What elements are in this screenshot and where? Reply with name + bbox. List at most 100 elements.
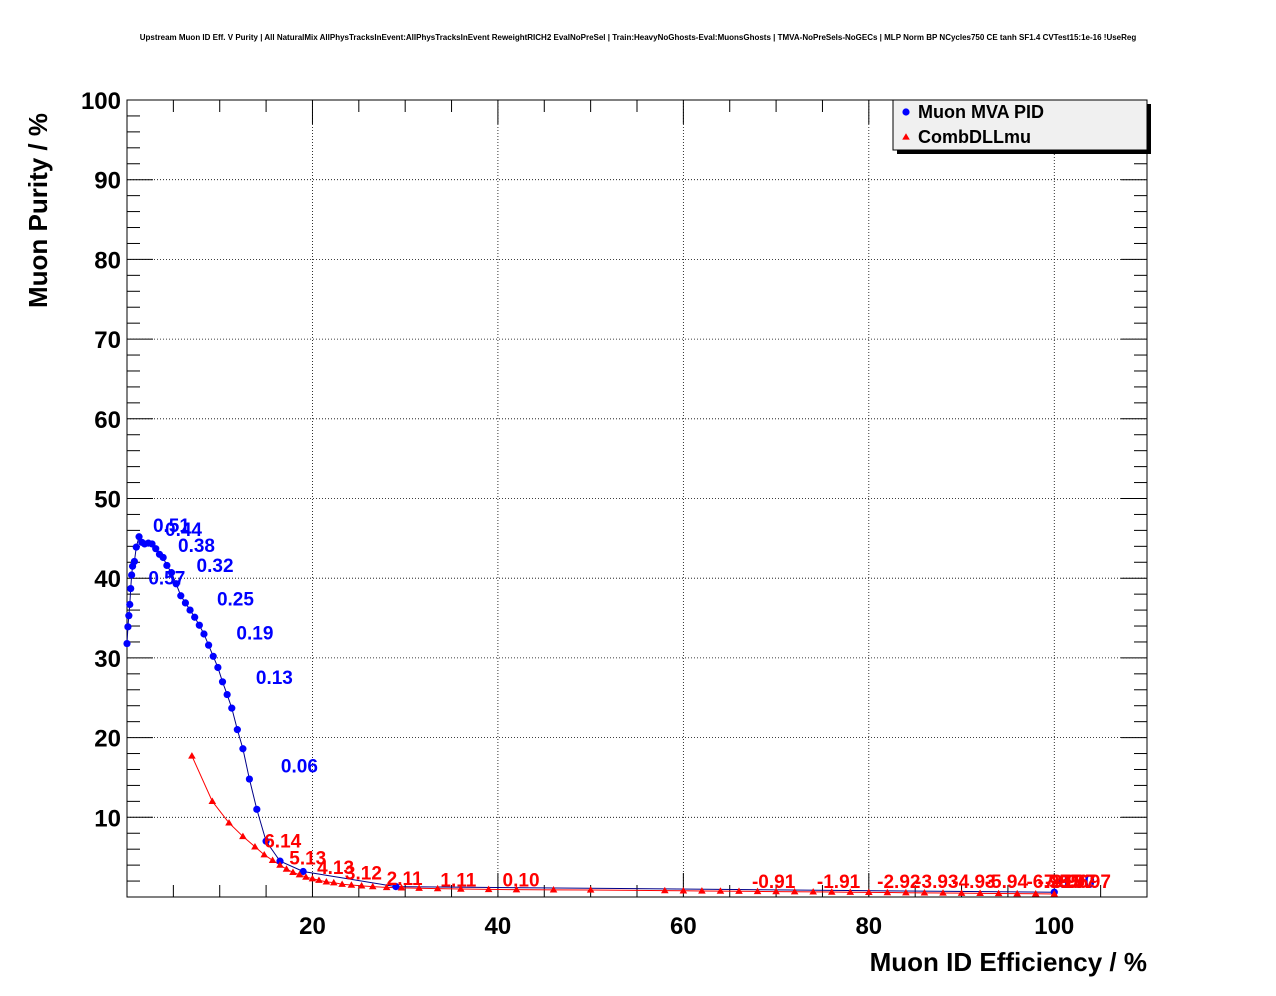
data-point xyxy=(289,868,297,875)
data-point xyxy=(127,584,135,593)
data-point xyxy=(132,543,140,551)
data-point xyxy=(716,887,725,894)
data-point xyxy=(125,612,133,620)
y-tick-label: 60 xyxy=(94,407,121,434)
data-point xyxy=(976,889,984,896)
data-point xyxy=(549,886,558,893)
data-point xyxy=(228,704,236,712)
data-point xyxy=(295,870,304,878)
data-point xyxy=(239,832,247,840)
y-tick-label: 20 xyxy=(94,726,121,753)
data-point xyxy=(276,857,284,865)
data-point xyxy=(159,553,167,562)
data-point xyxy=(188,752,196,759)
data-point xyxy=(735,887,743,894)
data-point xyxy=(415,884,423,891)
data-point xyxy=(315,876,323,883)
point-label: 0.13 xyxy=(256,668,293,689)
point-label: 0.06 xyxy=(281,757,318,778)
point-label: 3.12 xyxy=(345,863,382,884)
data-point xyxy=(218,678,227,686)
data-point xyxy=(1013,889,1021,897)
point-label: 5.13 xyxy=(289,848,326,869)
data-point xyxy=(200,630,208,638)
data-point xyxy=(253,805,261,813)
data-point xyxy=(772,887,780,895)
data-point xyxy=(920,889,929,896)
point-label: -0.91 xyxy=(752,872,796,893)
x-tick-label: 20 xyxy=(299,913,326,940)
data-point xyxy=(302,873,310,880)
data-point xyxy=(484,885,493,893)
data-point xyxy=(268,856,277,863)
x-tick-label: 100 xyxy=(1034,913,1074,940)
data-point xyxy=(698,887,706,894)
x-tick-label: 60 xyxy=(670,913,697,940)
data-point xyxy=(233,726,241,734)
point-label: -3.93 xyxy=(915,872,958,893)
legend-label: Muon MVA PID xyxy=(918,102,1044,122)
data-point xyxy=(208,797,217,805)
data-point xyxy=(308,874,317,882)
point-label: 0.38 xyxy=(178,536,215,557)
point-label: 0.10 xyxy=(503,871,540,892)
data-point xyxy=(163,561,171,570)
data-point xyxy=(679,886,688,894)
data-point xyxy=(172,580,180,588)
data-point xyxy=(124,623,132,631)
data-point xyxy=(225,819,233,826)
point-label: 0.25 xyxy=(217,589,254,610)
data-point xyxy=(1031,890,1040,897)
data-point xyxy=(790,887,799,895)
data-point xyxy=(262,837,270,845)
data-point xyxy=(260,850,269,858)
point-label: 0.32 xyxy=(197,556,234,577)
point-label: 1.11 xyxy=(440,871,476,892)
legend-box xyxy=(892,99,1148,151)
y-tick-label: 40 xyxy=(94,566,121,593)
x-axis-title: Muon ID Efficiency / % xyxy=(870,947,1147,977)
x-tick-label: 40 xyxy=(485,913,512,940)
point-label: -4.93 xyxy=(952,872,995,893)
y-tick-label: 100 xyxy=(81,88,121,115)
data-point xyxy=(209,652,217,660)
legend-marker-triangle xyxy=(902,133,910,140)
data-point xyxy=(846,888,855,895)
y-tick-label: 10 xyxy=(94,805,121,832)
data-point xyxy=(661,886,669,894)
point-label: -5.94 xyxy=(985,872,1029,893)
point-label: -6.95 xyxy=(1026,872,1070,893)
y-tick-label: 90 xyxy=(94,168,121,195)
data-point xyxy=(177,592,185,600)
data-point xyxy=(123,639,131,648)
data-point xyxy=(357,882,366,889)
data-point xyxy=(512,885,521,893)
data-point xyxy=(809,888,817,895)
data-point xyxy=(276,861,284,868)
data-point xyxy=(167,569,176,577)
point-label: 6.14 xyxy=(264,832,301,853)
data-point xyxy=(883,888,892,896)
data-point xyxy=(939,889,947,896)
data-point xyxy=(181,599,190,607)
point-label: 0.44 xyxy=(165,520,202,541)
data-point xyxy=(382,883,391,891)
x-tick-label: 80 xyxy=(855,913,882,940)
data-point xyxy=(329,878,338,886)
data-point xyxy=(322,878,331,885)
data-point xyxy=(205,641,213,649)
data-point xyxy=(368,882,377,890)
point-label: 0.51 xyxy=(153,516,190,537)
legend-label: CombDLLmu xyxy=(918,127,1031,147)
point-label: 2.11 xyxy=(387,869,423,890)
data-point xyxy=(865,888,873,896)
data-point xyxy=(195,621,203,629)
point-label: 4.13 xyxy=(317,858,354,879)
point-label: -9.97 xyxy=(1052,872,1095,893)
data-point xyxy=(902,888,910,896)
data-point xyxy=(433,884,442,892)
data-point xyxy=(957,889,966,896)
legend: Muon MVA PID CombDLLmu xyxy=(892,99,1151,154)
data-point xyxy=(239,745,247,753)
